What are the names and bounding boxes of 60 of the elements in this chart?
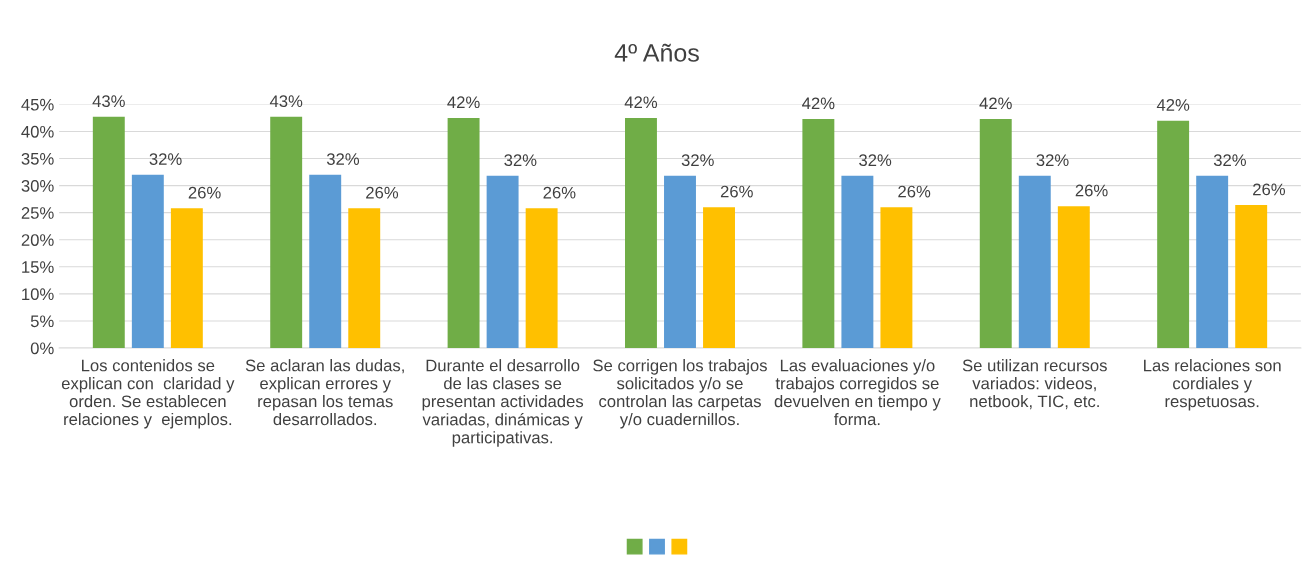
data-label: 26% — [188, 186, 221, 199]
x-tick-label: Las relaciones son cordiales y respetuosas. — [1144, 359, 1281, 411]
bar — [1235, 205, 1268, 348]
bar — [131, 174, 164, 348]
bar — [802, 119, 835, 348]
bar — [92, 116, 125, 348]
x-tick-label: Se corrigen los trabajos solicitados y/o se controlan las carpetas y/o cuadernillos. — [593, 359, 767, 429]
bar — [1157, 120, 1190, 348]
bar — [486, 175, 519, 348]
bar — [170, 208, 203, 348]
data-label: 26% — [720, 185, 753, 198]
bar — [447, 117, 480, 348]
bar — [664, 175, 696, 348]
data-label: 42% — [447, 96, 480, 109]
bar — [270, 116, 303, 348]
data-label: 26% — [1253, 183, 1286, 196]
y-tick-label: 15% — [22, 261, 54, 273]
y-tick-label: 30% — [21, 180, 54, 192]
data-label: 32% — [1213, 154, 1246, 167]
y-tick-label: 10% — [22, 288, 54, 301]
bar — [703, 207, 735, 348]
data-label: 42% — [1156, 99, 1190, 111]
data-label: 32% — [326, 153, 360, 165]
data-label: 43% — [92, 95, 125, 108]
data-label: 26% — [543, 186, 576, 199]
bar — [841, 175, 874, 348]
bar — [309, 174, 342, 348]
chart-title: 4º Años — [614, 43, 699, 62]
bar — [1196, 175, 1229, 348]
bar — [525, 208, 558, 348]
data-label: 32% — [1036, 154, 1069, 167]
data-label: 26% — [1075, 184, 1108, 197]
data-label: 32% — [681, 154, 714, 167]
data-label: 42% — [624, 96, 658, 109]
data-label: 32% — [504, 154, 537, 167]
x-tick-label: Se utilizan recursos variados: videos, netbook, TIC, etc. — [962, 359, 1107, 410]
x-tick-label: Durante el desarrollo de las clases se presentan actividades variadas, dinámicas y participativas. — [422, 359, 584, 447]
y-tick-label: 0% — [30, 342, 54, 355]
data-label: 26% — [898, 185, 931, 198]
data-label: 32% — [859, 154, 892, 167]
y-tick-label: 35% — [21, 152, 54, 165]
bar — [1018, 175, 1051, 348]
data-label: 42% — [979, 97, 1012, 110]
bar — [1057, 206, 1090, 348]
y-tick-label: 25% — [21, 207, 54, 219]
data-label: 42% — [802, 97, 835, 110]
data-label: 26% — [366, 186, 399, 199]
data-label: 43% — [269, 95, 303, 108]
x-tick-label: Las evaluaciones y/o trabajos corregidos se devuelven en tiempo y forma. — [774, 359, 941, 426]
bar — [880, 207, 913, 348]
data-label: 32% — [149, 153, 182, 165]
bar — [348, 208, 381, 348]
x-tick-label: Se aclaran las dudas, explican errores y repasan los temas desarrollados. — [245, 359, 404, 426]
bar — [625, 117, 657, 348]
y-tick-label: 45% — [21, 98, 54, 111]
bar — [979, 119, 1012, 348]
y-tick-label: 20% — [21, 234, 54, 246]
y-tick-label: 5% — [30, 315, 54, 328]
y-tick-label: 40% — [21, 125, 54, 138]
x-tick-label: Los contenidos se explican con claridad y orden. Se establecen relaciones y ejemplos. — [61, 359, 235, 429]
